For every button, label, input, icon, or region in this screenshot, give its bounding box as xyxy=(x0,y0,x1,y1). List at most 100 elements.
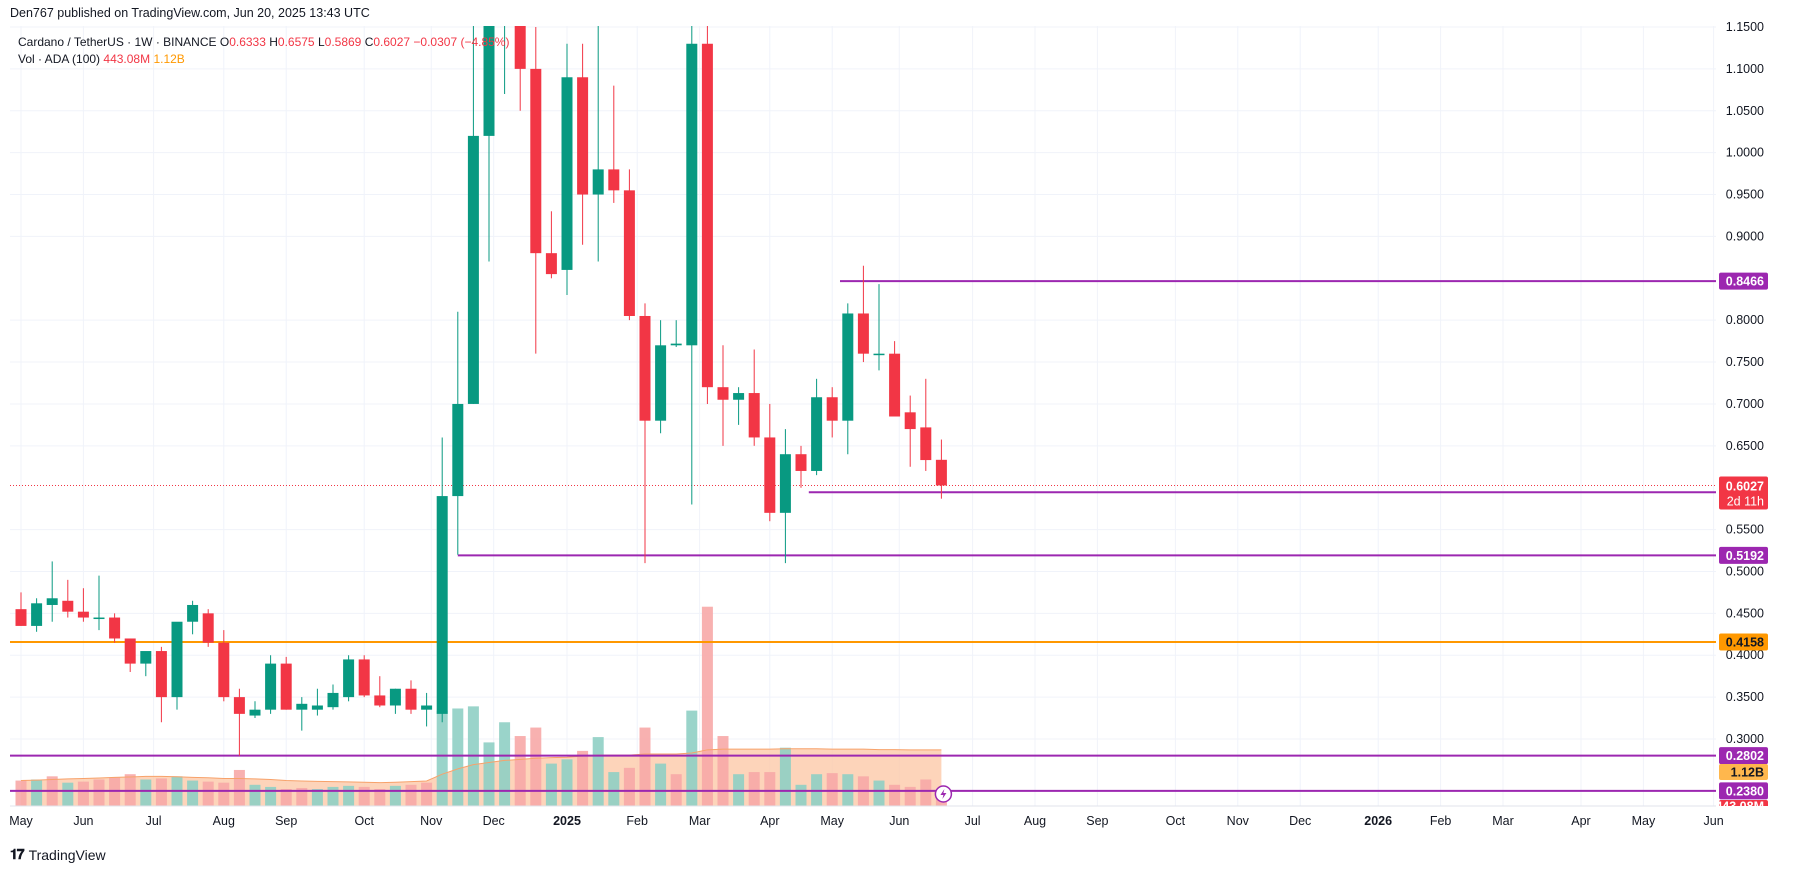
candle xyxy=(935,439,947,499)
price-tick-label: 0.3500 xyxy=(1726,690,1764,704)
time-tick-label: Jul xyxy=(146,814,162,828)
candle xyxy=(811,378,823,476)
candle-body xyxy=(811,397,823,471)
volume-bar xyxy=(717,736,729,806)
candle xyxy=(639,303,651,564)
candle xyxy=(218,630,230,702)
volume-bar xyxy=(296,787,308,806)
volume-bar xyxy=(31,779,43,806)
candle xyxy=(155,646,167,723)
level-price-tag: 0.8466 xyxy=(1719,272,1768,290)
volume-bar xyxy=(405,784,417,806)
price-tick-label: 1.0000 xyxy=(1726,146,1764,160)
candle-body xyxy=(748,393,760,438)
candle-body xyxy=(764,437,776,513)
candle-body xyxy=(171,621,183,698)
volume-bar xyxy=(514,736,526,806)
candle-body xyxy=(249,709,261,716)
price-tick-label: 0.5500 xyxy=(1726,523,1764,537)
legend-volume: Vol · ADA (100) 443.08M 1.12B xyxy=(18,52,185,66)
candle xyxy=(686,26,698,505)
grid xyxy=(10,26,1716,806)
candle xyxy=(545,211,557,279)
svg-text:0.2380: 0.2380 xyxy=(1726,784,1764,798)
candle-body xyxy=(77,611,89,618)
candle xyxy=(311,688,323,716)
volume-bar xyxy=(265,786,277,806)
volume-bar xyxy=(155,778,167,806)
time-axis: May Jun Jul Aug Sep Oct Nov Dec 2025 Feb Mar Apr May… xyxy=(0,806,1794,828)
candle xyxy=(670,320,682,347)
candle-body xyxy=(717,387,729,400)
candle-body xyxy=(826,397,838,421)
candle-body xyxy=(904,412,916,430)
candle-body xyxy=(499,2,510,10)
time-tick-label: 2025 xyxy=(553,814,581,828)
time-tick-label: Apr xyxy=(760,814,779,828)
volume-bar xyxy=(140,779,152,806)
volume-bar xyxy=(826,773,838,806)
time-tick-label: Mar xyxy=(1492,814,1514,828)
time-tick-label: Jun xyxy=(1704,814,1724,828)
candle-body xyxy=(452,403,464,497)
candle xyxy=(904,395,916,467)
candle-body xyxy=(873,353,885,356)
time-tick-label: Jun xyxy=(73,814,93,828)
time-tick-label: Jun xyxy=(889,814,909,828)
candle xyxy=(655,320,667,434)
volume-ma-tag: 1.12B xyxy=(1719,764,1768,780)
volume-bar xyxy=(15,780,27,806)
candle-body xyxy=(701,43,713,388)
candle-body xyxy=(218,642,230,698)
time-tick-label: Oct xyxy=(1166,814,1186,828)
candle-body xyxy=(15,609,27,626)
candle xyxy=(77,588,89,622)
price-tick-label: 1.1000 xyxy=(1726,62,1764,76)
level-price-tag: 0.2802 xyxy=(1719,747,1768,765)
volume-bar xyxy=(623,767,635,806)
current-price-label: 0.6027 xyxy=(1726,479,1764,493)
candle-body xyxy=(842,313,854,421)
candle xyxy=(421,692,433,727)
candle-body xyxy=(639,315,651,421)
candle xyxy=(467,26,479,404)
volume-bar xyxy=(343,785,355,806)
candle xyxy=(717,345,729,446)
tradingview-footer[interactable]: 𝟏𝟕 TradingView xyxy=(10,846,106,863)
price-axis: 0.3000 0.3500 0.4000 0.4500 0.5000 0.5500 0.65… xyxy=(1715,20,1768,814)
candle xyxy=(405,680,417,714)
price-tick-label: 0.6500 xyxy=(1726,439,1764,453)
volume-bar xyxy=(904,786,916,806)
brand-name: TradingView xyxy=(28,846,106,863)
time-tick-label: Sep xyxy=(275,814,297,828)
time-tick-label: Oct xyxy=(354,814,374,828)
candle-body xyxy=(623,190,635,316)
candle xyxy=(436,437,448,723)
candle xyxy=(733,387,745,425)
time-tick-label: May xyxy=(820,814,844,828)
time-tick-label: Nov xyxy=(420,814,443,828)
time-tick-label: Dec xyxy=(483,814,505,828)
volume-bar xyxy=(93,779,105,806)
candle-body xyxy=(140,651,152,664)
candle-body xyxy=(686,43,698,346)
candle-body xyxy=(187,604,199,622)
publisher-header: Den767 published on TradingView.com, Jun… xyxy=(10,6,370,20)
candle xyxy=(93,575,105,631)
candle-body xyxy=(343,659,355,698)
volume-bar xyxy=(202,781,214,806)
time-tick-label: Mar xyxy=(689,814,711,828)
candle xyxy=(280,656,292,710)
candle-body xyxy=(920,427,932,461)
candle xyxy=(15,592,27,626)
price-tick-label: 0.9500 xyxy=(1726,188,1764,202)
candle-body xyxy=(655,345,667,421)
svg-text:1.12B: 1.12B xyxy=(1731,766,1764,780)
volume-bar xyxy=(421,782,433,806)
candle xyxy=(826,387,838,438)
candle-body xyxy=(577,77,589,195)
candle-body xyxy=(389,688,401,706)
volume-bar xyxy=(280,789,292,806)
candle xyxy=(592,26,604,262)
